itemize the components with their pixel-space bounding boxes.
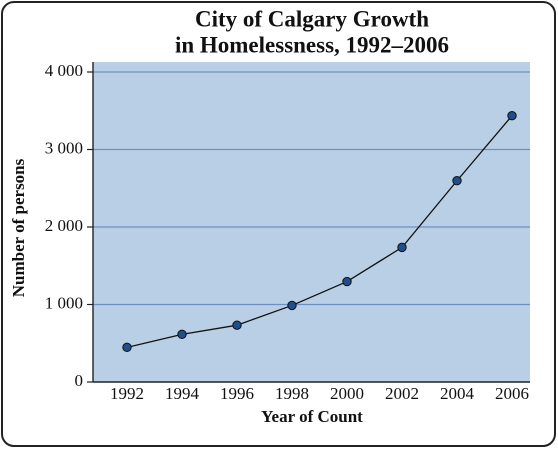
point	[507, 111, 517, 121]
x-tick-label: 2006	[495, 384, 529, 403]
x-tick-label: 1992	[110, 384, 144, 403]
plot-area	[93, 62, 530, 382]
x-tick-label: 2000	[330, 384, 364, 403]
point	[342, 276, 352, 287]
x-axis-label: Year of Count	[261, 407, 363, 426]
x-tick-label: 2002	[385, 384, 419, 403]
y-tick-label: 2 000	[45, 216, 83, 235]
y-tick-label: 3 000	[45, 138, 83, 157]
x-tick-label: 1996	[220, 384, 254, 403]
chart-title: City of Calgary Growth	[195, 6, 429, 31]
point	[287, 300, 297, 311]
y-tick-label: 1 000	[45, 293, 83, 312]
x-tick-label: 2004	[440, 384, 475, 403]
line	[126, 115, 513, 348]
y-tick-label: 0	[75, 371, 84, 390]
x-tick-label: 1994	[165, 384, 200, 403]
y-axis-label: Number of persons	[9, 158, 28, 297]
point	[397, 242, 407, 253]
point	[232, 320, 242, 330]
x-tick-label: 1998	[275, 384, 309, 403]
point	[122, 342, 132, 353]
point	[177, 329, 187, 340]
point	[452, 176, 462, 186]
chart-title: in Homelessness, 1992–2006	[175, 32, 449, 57]
y-tick-label: 4 000	[45, 61, 83, 80]
